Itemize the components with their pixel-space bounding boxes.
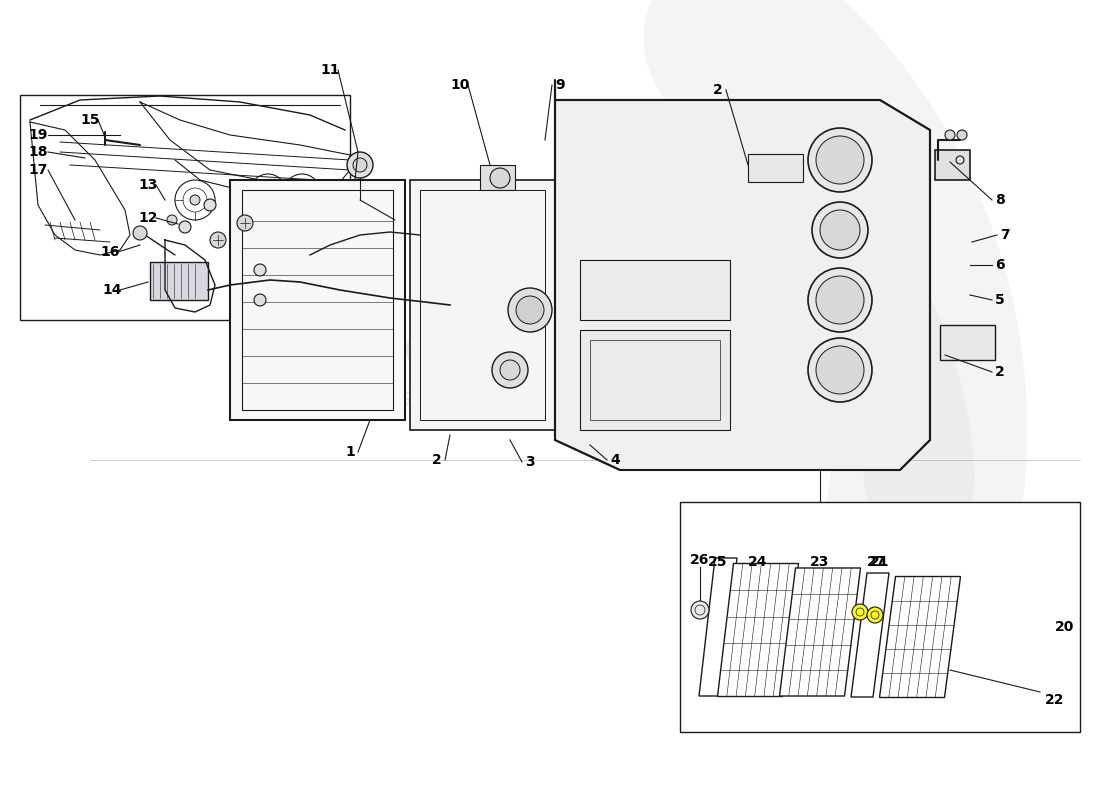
Text: 2: 2: [432, 453, 442, 467]
Text: 27: 27: [867, 555, 887, 569]
Circle shape: [254, 264, 266, 276]
Bar: [590, 340, 720, 420]
Circle shape: [691, 601, 710, 619]
Text: 26: 26: [691, 553, 710, 567]
Circle shape: [236, 215, 253, 231]
Bar: [410, 180, 556, 430]
Bar: [20, 95, 350, 320]
Text: 17: 17: [29, 163, 47, 177]
Circle shape: [957, 130, 967, 140]
Bar: [150, 262, 208, 300]
Text: 19: 19: [29, 128, 47, 142]
Bar: [580, 260, 730, 320]
Circle shape: [812, 202, 868, 258]
Text: 9: 9: [556, 78, 564, 92]
Circle shape: [500, 360, 520, 380]
Circle shape: [816, 346, 864, 394]
Circle shape: [852, 604, 868, 620]
Text: 25: 25: [708, 555, 728, 569]
Text: 8: 8: [996, 193, 1005, 207]
Bar: [680, 502, 1080, 732]
Circle shape: [867, 607, 883, 623]
Text: euroParts: euroParts: [349, 298, 751, 422]
Polygon shape: [556, 80, 930, 470]
Text: 16: 16: [100, 245, 120, 259]
Circle shape: [820, 210, 860, 250]
Bar: [248, 195, 302, 225]
Circle shape: [190, 195, 200, 205]
Text: a passion for cars since...: a passion for cars since...: [331, 376, 649, 444]
Text: 14: 14: [102, 283, 122, 297]
Circle shape: [204, 199, 216, 211]
Circle shape: [490, 168, 510, 188]
Circle shape: [871, 611, 879, 619]
Bar: [748, 154, 803, 182]
Circle shape: [167, 215, 177, 225]
Text: 2: 2: [713, 83, 723, 97]
Text: 6: 6: [996, 258, 1004, 272]
Circle shape: [808, 268, 872, 332]
Circle shape: [133, 226, 147, 240]
Text: 22: 22: [1045, 693, 1065, 707]
Bar: [230, 180, 405, 420]
Circle shape: [816, 276, 864, 324]
Text: 20: 20: [1055, 620, 1075, 634]
Text: 12: 12: [139, 211, 157, 225]
Bar: [242, 190, 393, 410]
Circle shape: [808, 338, 872, 402]
Text: 11: 11: [320, 63, 340, 77]
Circle shape: [856, 608, 864, 616]
Circle shape: [508, 288, 552, 332]
Text: 21: 21: [870, 555, 890, 569]
Circle shape: [492, 352, 528, 388]
Bar: [480, 165, 515, 190]
Text: 2: 2: [996, 365, 1005, 379]
Circle shape: [945, 130, 955, 140]
Circle shape: [695, 605, 705, 615]
Polygon shape: [851, 573, 889, 697]
Circle shape: [210, 232, 225, 248]
Text: 4: 4: [610, 453, 620, 467]
Polygon shape: [717, 563, 799, 697]
Text: 13: 13: [139, 178, 157, 192]
Circle shape: [816, 136, 864, 184]
Polygon shape: [698, 558, 737, 696]
Circle shape: [808, 128, 872, 192]
Bar: [420, 190, 544, 420]
Text: 24: 24: [748, 555, 768, 569]
Text: 7: 7: [1000, 228, 1010, 242]
Text: 1: 1: [345, 445, 355, 459]
Bar: [580, 330, 730, 430]
Polygon shape: [780, 568, 860, 696]
Text: 5: 5: [996, 293, 1005, 307]
Circle shape: [353, 158, 367, 172]
Bar: [252, 198, 299, 222]
Polygon shape: [880, 577, 960, 698]
Text: 15: 15: [80, 113, 100, 127]
Text: 23: 23: [811, 555, 829, 569]
Polygon shape: [935, 150, 970, 180]
Circle shape: [346, 152, 373, 178]
Text: 3: 3: [525, 455, 535, 469]
Circle shape: [179, 221, 191, 233]
Bar: [940, 325, 996, 360]
Text: 10: 10: [450, 78, 470, 92]
Circle shape: [254, 294, 266, 306]
Text: 18: 18: [29, 145, 47, 159]
Circle shape: [516, 296, 544, 324]
